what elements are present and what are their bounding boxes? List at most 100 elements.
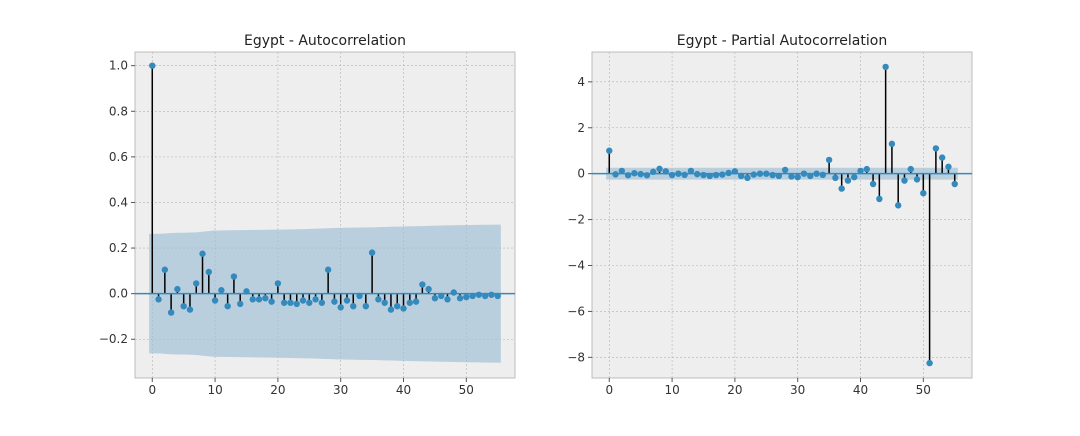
data-point: [387, 306, 395, 313]
data-point: [412, 298, 420, 305]
x-tick-label: 10: [664, 383, 679, 397]
x-tick-label: 40: [396, 383, 411, 397]
data-point: [650, 168, 657, 176]
data-point: [280, 299, 288, 306]
data-point: [945, 163, 952, 170]
data-point: [794, 173, 801, 181]
data-point: [781, 166, 789, 174]
data-point: [249, 296, 256, 303]
data-point: [444, 296, 451, 303]
data-point: [419, 281, 426, 288]
data-point: [819, 171, 827, 179]
x-tick-label: 30: [333, 383, 348, 397]
data-point: [243, 288, 250, 295]
data-point: [894, 202, 902, 209]
data-point: [807, 172, 814, 180]
data-point: [494, 292, 501, 300]
pacf-panel: 0 10 20 30 40 50 −8 −6 −4 −2 0 2 4 Egypt - Partial Au…: [567, 33, 973, 397]
data-point: [788, 173, 795, 180]
data-point: [750, 171, 757, 178]
data-point: [312, 296, 319, 303]
data-point: [932, 145, 940, 152]
y-tick-label: 0.0: [109, 287, 128, 301]
data-point: [224, 302, 231, 310]
x-tick-label: 20: [270, 383, 285, 397]
data-point: [763, 170, 770, 177]
acf-panel: 0 10 20 30 40 50 −0.2 0.0 0.2 0.4 0.6 0.8 1.0 Egypt -…: [99, 33, 516, 397]
data-point: [606, 147, 613, 154]
data-point: [920, 189, 927, 197]
data-point: [643, 172, 651, 179]
y-tick-label: −0.2: [99, 332, 128, 346]
y-tick-label: 0.4: [109, 195, 128, 209]
data-point: [155, 296, 162, 303]
data-point: [662, 168, 670, 175]
data-point: [293, 300, 300, 308]
data-point: [262, 295, 269, 302]
data-point: [719, 171, 726, 178]
data-point: [381, 299, 388, 306]
y-tick-label: −2: [567, 213, 585, 227]
data-point: [901, 177, 908, 184]
data-point: [205, 268, 213, 276]
data-point: [437, 292, 445, 300]
data-point: [838, 185, 845, 192]
data-point: [362, 302, 370, 310]
data-point: [149, 62, 156, 69]
x-tick-label: 10: [207, 383, 222, 397]
data-point: [324, 266, 332, 273]
data-point: [400, 305, 407, 312]
y-tick-label: 0.6: [109, 150, 128, 164]
y-tick-label: 0.2: [109, 241, 128, 255]
data-point: [825, 156, 833, 164]
data-point: [186, 306, 194, 313]
data-point: [656, 165, 663, 173]
data-point: [481, 292, 489, 300]
data-point: [337, 304, 344, 311]
data-point: [737, 172, 745, 180]
data-point: [631, 170, 638, 177]
data-point: [624, 172, 632, 179]
x-tick-label: 30: [790, 383, 805, 397]
y-tick-label: −6: [567, 304, 585, 318]
data-point: [800, 170, 808, 177]
data-point: [287, 299, 294, 306]
data-point: [406, 299, 413, 306]
y-tick-label: 4: [577, 75, 585, 89]
data-point: [331, 298, 338, 305]
data-point: [230, 273, 238, 280]
data-point: [425, 285, 432, 293]
data-point: [450, 289, 457, 296]
data-point: [913, 176, 921, 183]
data-point: [938, 154, 946, 161]
data-point: [375, 296, 382, 303]
data-point: [951, 180, 958, 188]
data-point: [237, 300, 244, 308]
data-point: [756, 170, 764, 177]
data-point: [475, 291, 483, 298]
chart-title: Egypt - Autocorrelation: [244, 33, 406, 49]
y-tick-label: 1.0: [109, 59, 128, 73]
data-point: [356, 292, 363, 300]
data-point: [668, 171, 676, 179]
data-point: [199, 250, 206, 257]
data-point: [907, 165, 914, 173]
data-point: [350, 302, 357, 310]
data-point: [832, 174, 839, 182]
data-point: [318, 299, 326, 306]
x-tick-label: 0: [148, 383, 156, 397]
data-point: [255, 296, 263, 303]
data-point: [618, 167, 626, 175]
data-point: [218, 287, 225, 294]
data-point: [456, 295, 464, 302]
data-point: [731, 168, 739, 175]
data-point: [863, 165, 870, 173]
data-point: [869, 180, 877, 188]
data-point: [612, 171, 619, 178]
data-point: [394, 302, 401, 310]
data-point: [681, 171, 688, 179]
x-tick-label: 20: [727, 383, 742, 397]
plot-area: [591, 51, 973, 379]
chart-title: Egypt - Partial Autocorrelation: [677, 33, 887, 49]
